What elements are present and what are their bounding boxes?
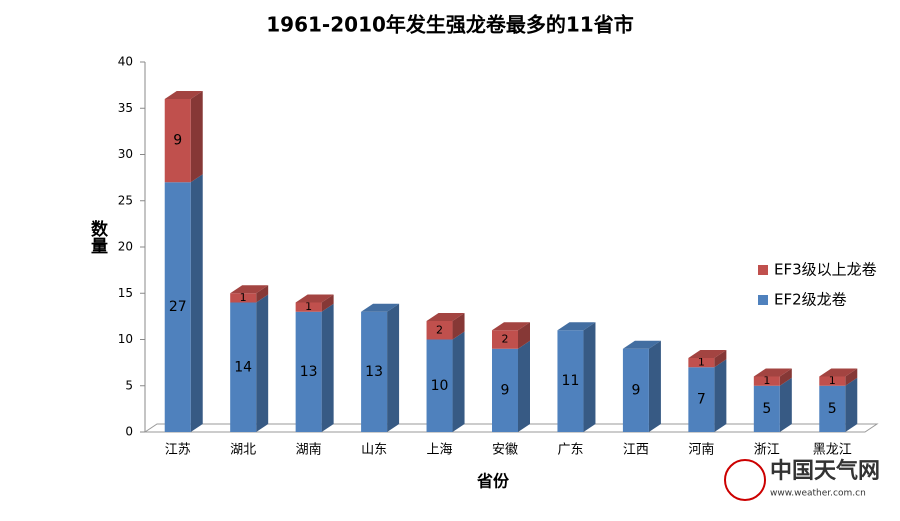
value-label: 11 — [562, 373, 580, 389]
value-label: 10 — [431, 378, 449, 394]
bar-side — [714, 350, 727, 368]
bar-top — [492, 322, 530, 331]
x-tick-label: 湖北 — [230, 443, 256, 458]
bar — [492, 348, 518, 432]
bar — [753, 376, 780, 386]
logo — [724, 459, 766, 501]
bar-side — [190, 91, 203, 183]
bar — [622, 348, 649, 432]
bar-top — [164, 91, 203, 99]
value-label: 9 — [631, 382, 640, 398]
bar-top — [819, 368, 858, 377]
x-tick-label: 山东 — [361, 443, 387, 458]
bar — [230, 293, 257, 303]
value-label: 7 — [697, 392, 706, 408]
bar-top — [426, 313, 465, 321]
x-tick-label: 江西 — [623, 443, 649, 458]
bar-side — [321, 303, 334, 432]
y-tick-label: 0 — [125, 425, 133, 439]
bar-side — [190, 174, 203, 432]
chart-title: 1961-2010年发生强龙卷最多的11省市 — [266, 13, 633, 37]
bar — [492, 330, 518, 349]
x-tick-label: 江苏 — [165, 442, 191, 458]
value-label: 1 — [698, 356, 705, 369]
y-tick-label: 40 — [118, 55, 133, 69]
bar-top — [361, 303, 400, 312]
bar-side — [845, 377, 858, 432]
value-label: 1 — [829, 374, 836, 387]
value-label: 27 — [169, 299, 187, 315]
bar-side — [779, 377, 792, 432]
bar-top — [557, 322, 596, 331]
legend-swatch — [758, 265, 768, 275]
value-label: 2 — [502, 333, 509, 346]
bar-side — [518, 322, 530, 349]
bar-side — [779, 368, 792, 386]
bar — [295, 302, 322, 312]
value-label: 13 — [300, 364, 318, 380]
watermark-url: www.weather.com.cn — [770, 489, 866, 499]
x-tick-label: 河南 — [688, 442, 714, 458]
bar — [230, 302, 257, 432]
bar-top — [753, 368, 792, 377]
bar — [688, 367, 715, 432]
x-tick-label: 黑龙江 — [813, 443, 852, 458]
value-label: 1 — [305, 300, 312, 313]
bar-side — [648, 340, 661, 432]
y-tick-label: 15 — [118, 286, 133, 300]
bar-side — [845, 368, 858, 386]
bar-side — [452, 313, 465, 340]
y-tick-label: 20 — [118, 240, 133, 254]
x-tick-label: 安徽 — [492, 443, 518, 458]
value-label: 13 — [365, 364, 383, 380]
bar-side — [256, 294, 269, 432]
bar — [688, 358, 715, 368]
bar-top — [295, 294, 334, 303]
value-label: 9 — [501, 382, 510, 398]
watermark-name: 中国天气网 — [770, 458, 880, 484]
bar-side — [321, 294, 334, 312]
bar — [164, 99, 191, 183]
bar-side — [387, 303, 400, 432]
x-tick-label: 湖南 — [296, 442, 322, 458]
value-label: 1 — [763, 374, 770, 387]
y-tick-label: 10 — [118, 332, 133, 346]
y-tick-label: 5 — [125, 378, 133, 392]
bar — [557, 330, 584, 432]
bar-top — [688, 350, 727, 358]
bar-top — [622, 340, 661, 349]
y-tick-label: 35 — [118, 101, 133, 115]
value-label: 5 — [828, 401, 837, 417]
value-label: 1 — [240, 291, 247, 304]
y-axis-label: 数量 — [87, 219, 108, 254]
bar-side — [452, 331, 465, 432]
bar — [753, 385, 780, 432]
bar — [426, 339, 453, 432]
x-tick-label: 浙江 — [754, 443, 780, 458]
x-axis-label: 省份 — [476, 472, 510, 491]
legend-label: EF2级龙卷 — [774, 291, 847, 309]
bar — [819, 385, 846, 432]
bar-side — [583, 322, 596, 432]
bar-side — [714, 359, 727, 432]
bar — [426, 321, 453, 340]
bar — [361, 311, 388, 432]
y-tick-label: 30 — [118, 147, 133, 161]
bar-side — [256, 285, 269, 303]
x-tick-label: 广东 — [557, 443, 583, 458]
bar — [164, 182, 191, 432]
legend-swatch — [758, 295, 768, 305]
value-label: 2 — [436, 323, 443, 336]
legend-label: EF3级以上龙卷 — [774, 261, 877, 279]
y-tick-label: 25 — [118, 193, 133, 207]
value-label: 14 — [234, 359, 252, 375]
bar — [295, 311, 322, 432]
x-tick-label: 上海 — [427, 443, 453, 458]
value-label: 9 — [173, 133, 182, 149]
bar-top — [230, 285, 269, 294]
value-label: 5 — [762, 401, 771, 417]
bar-side — [518, 340, 530, 432]
bar — [819, 376, 846, 386]
